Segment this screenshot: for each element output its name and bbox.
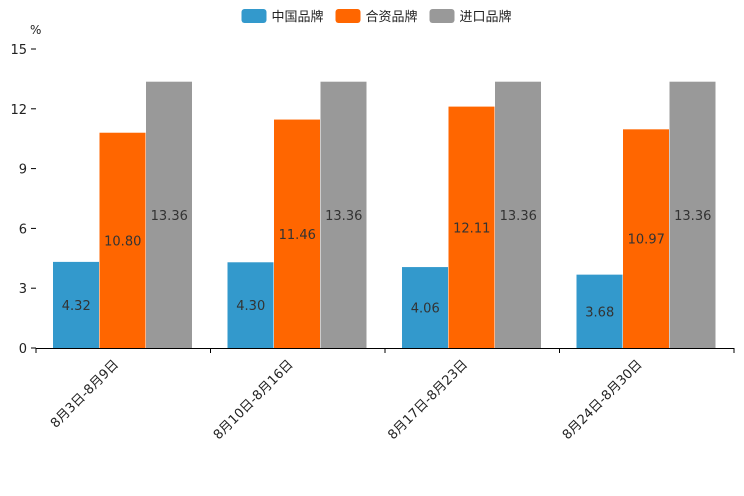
bar-series-2-cat-0 (146, 81, 192, 348)
bar-value-label-0-0: 4.32 (62, 299, 91, 314)
bar-series-0-cat-3 (576, 274, 623, 348)
bar-series-0-cat-0 (53, 261, 99, 348)
bar-value-label-2-2: 13.36 (500, 209, 537, 224)
bar-value-label-0-2: 4.06 (411, 302, 440, 317)
bar-series-0-cat-2 (402, 267, 448, 348)
bar-value-label-0-3: 3.68 (585, 305, 614, 320)
y-axis-unit-label: % (30, 23, 41, 37)
bar-value-label-2-0: 13.36 (151, 209, 188, 224)
bar-value-label-1-1: 11.46 (279, 228, 316, 243)
x-axis: 8月3日-8月9日 8月10日-8月16日 8月17日-8月23日 8月24日-8月3… (35, 348, 735, 443)
legend: 中国品牌 合资品牌 进口品牌 (241, 9, 512, 25)
legend-label-1: 合资品牌 (366, 9, 418, 25)
x-category-label-2: 8月17日-8月23日 (385, 357, 471, 443)
y-tick-label-2: 6 (19, 222, 27, 237)
y-tick-label-4: 12 (10, 103, 27, 118)
bar-series-2-cat-2 (495, 81, 541, 348)
x-category-label-0: 8月3日-8月9日 (48, 357, 122, 431)
legend-label-2: 进口品牌 (460, 9, 512, 25)
bar-value-label-2-3: 13.36 (674, 209, 711, 224)
bar-series-0-cat-1 (227, 262, 274, 348)
bar-series-1-cat-0 (99, 132, 146, 348)
y-tick-label-3: 9 (19, 163, 27, 178)
legend-swatch-1 (335, 9, 361, 23)
bar-series-1-cat-1 (274, 119, 320, 349)
x-category-label-1: 8月10日-8月16日 (211, 357, 297, 443)
y-axis: 0 3 6 9 12 15 (10, 43, 36, 357)
bar-value-label-1-0: 10.80 (104, 234, 141, 249)
y-tick-label-1: 3 (19, 282, 27, 297)
bar-series-1-cat-2 (448, 106, 495, 348)
y-tick-label-5: 15 (10, 43, 27, 58)
bar-value-label-1-3: 10.97 (628, 233, 665, 248)
bar-series-2-cat-3 (669, 81, 716, 348)
legend-swatch-2 (429, 9, 455, 23)
x-category-label-3: 8月24日-8月30日 (560, 357, 646, 443)
bars: 4.32 4.30 4.06 3.68 10.80 11.46 12.11 10.97 13.3… (53, 81, 716, 349)
bar-series-1-cat-3 (623, 129, 669, 348)
bar-value-label-2-1: 13.36 (325, 209, 362, 224)
y-tick-label-0: 0 (19, 342, 27, 357)
bar-series-2-cat-1 (320, 81, 367, 348)
bar-value-label-0-1: 4.30 (236, 299, 265, 314)
bar-value-label-1-2: 12.11 (453, 221, 490, 236)
legend-label-0: 中国品牌 (272, 9, 324, 25)
legend-swatch-0 (241, 9, 267, 23)
